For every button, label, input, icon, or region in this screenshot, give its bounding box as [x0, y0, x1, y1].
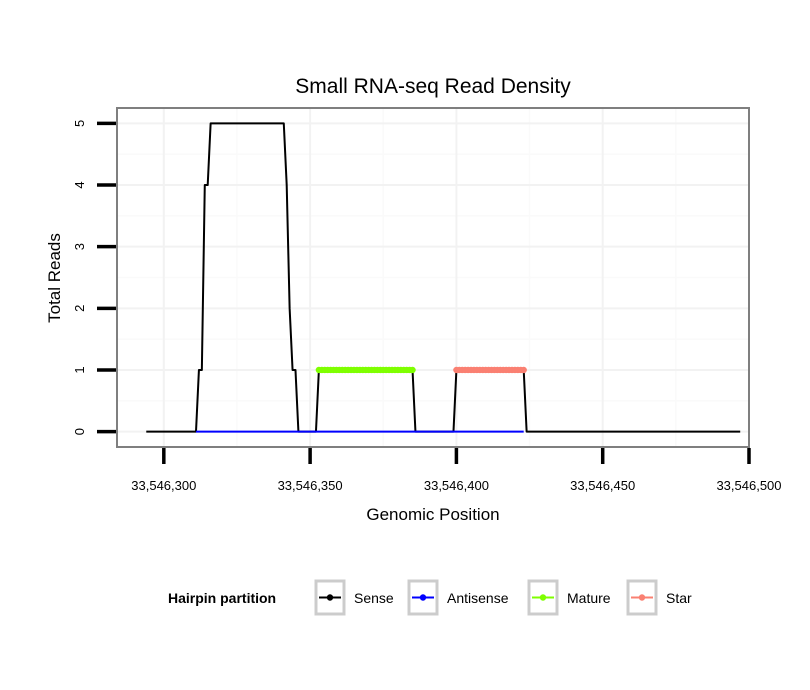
series-mature [315, 366, 416, 374]
legend-key-point [638, 594, 646, 601]
legend-item-mature: Mature [527, 579, 611, 616]
legend-key-point [419, 594, 427, 601]
y-axis: 0 1 2 3 4 5 [72, 120, 116, 435]
y-tick-label: 2 [72, 305, 87, 312]
y-tick-label: 5 [72, 120, 87, 127]
x-axis: 33,546,300 33,546,350 33,546,400 33,546,450… [131, 448, 782, 493]
legend-key-point [539, 594, 547, 601]
x-tick-label: 33,546,500 [716, 478, 781, 493]
legend-title: Hairpin partition [168, 590, 276, 606]
x-tick-label: 33,546,400 [424, 478, 489, 493]
legend-item-antisense: Antisense [407, 579, 509, 616]
data-point-mature [409, 366, 416, 374]
y-axis-label: Total Reads [45, 233, 64, 323]
legend-item-sense: Sense [314, 579, 394, 616]
legend-item-star: Star [626, 579, 692, 616]
series-star [453, 366, 527, 374]
legend: Hairpin partition Sense Antisense Mature St… [168, 579, 692, 616]
legend-label: Antisense [447, 590, 509, 606]
y-tick-label: 4 [72, 181, 87, 188]
x-tick-label: 33,546,300 [131, 478, 196, 493]
legend-label: Mature [567, 590, 611, 606]
data-point-star [520, 366, 527, 374]
legend-key-point [326, 594, 334, 601]
legend-label: Star [666, 590, 692, 606]
x-tick-label: 33,546,450 [570, 478, 635, 493]
series-layer [146, 122, 741, 433]
legend-label: Sense [354, 590, 394, 606]
chart-title: Small RNA-seq Read Density [295, 75, 571, 98]
x-axis-label: Genomic Position [366, 505, 499, 524]
plot-panel-border [116, 107, 750, 448]
y-tick-label: 0 [72, 428, 87, 435]
y-tick-label: 3 [72, 243, 87, 250]
y-tick-label: 1 [72, 366, 87, 373]
x-tick-label: 33,546,350 [278, 478, 343, 493]
grid-lines [117, 108, 750, 447]
